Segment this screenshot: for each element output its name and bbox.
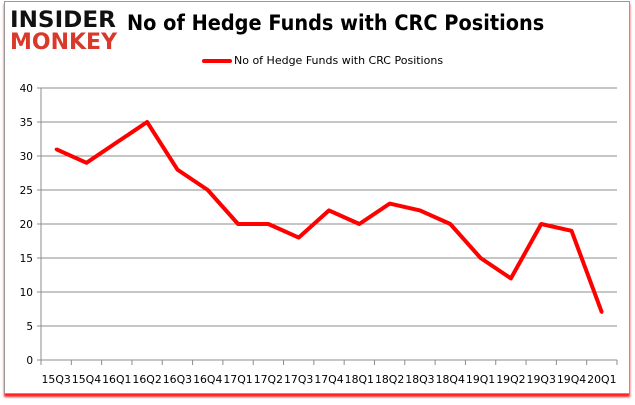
data-point (236, 222, 240, 226)
data-point (600, 310, 604, 314)
y-tick-label: 35 (20, 117, 33, 129)
x-tick-label: 19Q3 (527, 374, 556, 386)
x-tick-label: 16Q3 (163, 374, 192, 386)
x-tick-label: 18Q1 (345, 374, 374, 386)
x-tick-label: 20Q1 (587, 374, 616, 386)
x-tick-label: 15Q4 (72, 374, 102, 386)
legend-swatch (202, 58, 232, 63)
x-tick-label: 18Q4 (436, 374, 466, 386)
data-point (266, 222, 270, 226)
x-tick-label: 16Q1 (102, 374, 131, 386)
chart-frame (4, 1, 630, 394)
data-point (570, 229, 574, 233)
data-point (448, 222, 452, 226)
y-tick-label: 20 (20, 219, 33, 231)
x-tick-label: 17Q1 (223, 374, 252, 386)
logo-line2: MONKEY (10, 30, 118, 55)
data-point (206, 188, 210, 192)
data-point (297, 236, 301, 240)
data-point (145, 120, 149, 124)
x-tick-label: 17Q3 (284, 374, 313, 386)
x-tick-label: 15Q3 (42, 374, 71, 386)
x-tick-label: 19Q2 (496, 374, 525, 386)
chart-title: No of Hedge Funds with CRC Positions (127, 11, 545, 35)
data-point (388, 202, 392, 206)
legend-label: No of Hedge Funds with CRC Positions (234, 54, 444, 67)
data-point (54, 147, 58, 151)
data-point (479, 256, 483, 260)
data-point (509, 276, 513, 280)
x-tick-label: 19Q4 (557, 374, 587, 386)
data-point (357, 222, 361, 226)
x-tick-label: 17Q4 (314, 374, 344, 386)
data-point (327, 208, 331, 212)
y-tick-label: 40 (20, 83, 33, 95)
x-tick-label: 17Q2 (254, 374, 283, 386)
data-point (175, 168, 179, 172)
y-tick-label: 0 (26, 355, 33, 367)
logo-line1: INSIDER (10, 8, 116, 33)
data-point (539, 222, 543, 226)
x-tick-label: 18Q3 (405, 374, 434, 386)
x-tick-label: 16Q2 (132, 374, 161, 386)
y-tick-label: 30 (20, 151, 33, 163)
y-tick-label: 15 (20, 253, 33, 265)
x-tick-label: 18Q2 (375, 374, 404, 386)
data-point (115, 140, 119, 144)
y-tick-label: 5 (26, 321, 33, 333)
insider-monkey-logo: INSIDER MONKEY (10, 8, 120, 55)
data-point (418, 208, 422, 212)
x-tick-label: 19Q1 (466, 374, 495, 386)
data-point (84, 161, 88, 165)
y-tick-label: 25 (20, 185, 33, 197)
series-line (55, 120, 604, 314)
y-tick-label: 10 (20, 287, 33, 299)
legend: No of Hedge Funds with CRC Positions (202, 54, 443, 67)
x-tick-label: 16Q4 (193, 374, 223, 386)
